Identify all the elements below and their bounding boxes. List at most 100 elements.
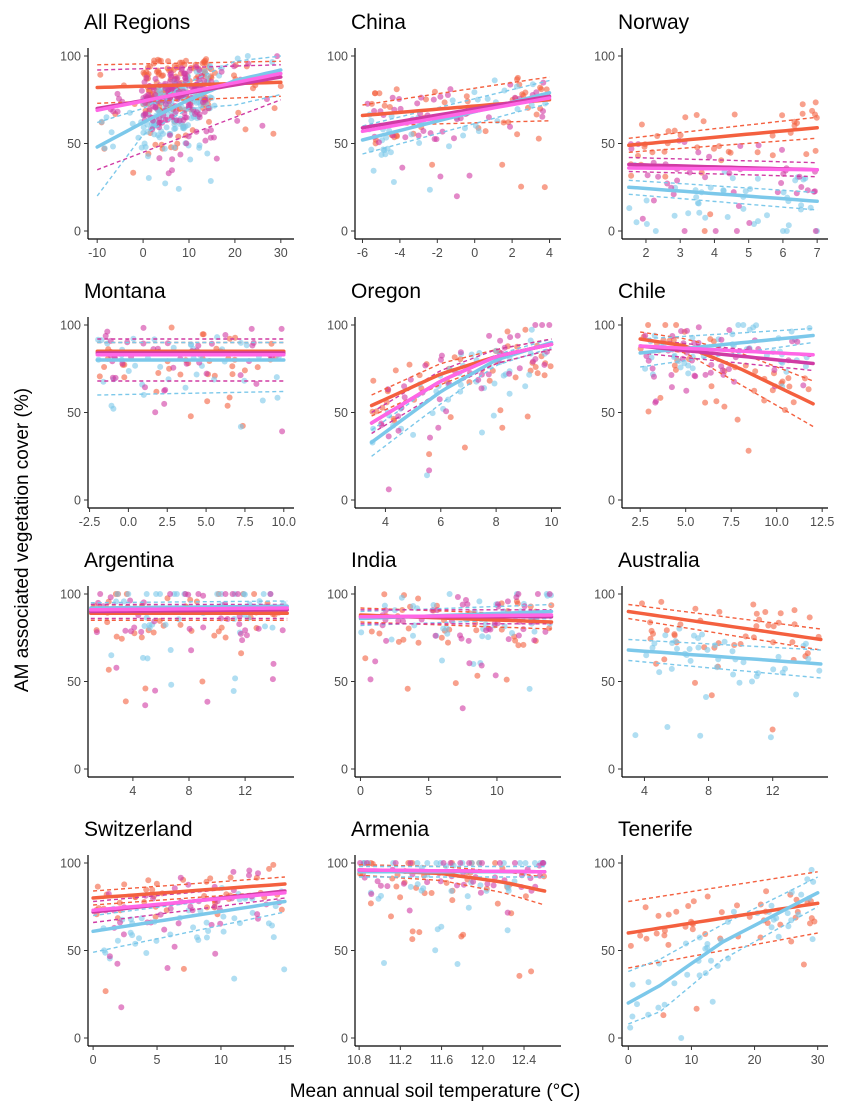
data-point: [414, 860, 421, 866]
data-point: [522, 893, 529, 900]
data-point: [364, 100, 371, 107]
data-point: [457, 860, 464, 866]
data-point: [237, 372, 244, 379]
ci-red-lower: [628, 617, 821, 651]
data-point: [167, 78, 173, 85]
trend-line-pink: [91, 891, 287, 913]
data-point: [218, 68, 225, 75]
data-point: [665, 911, 672, 918]
data-point: [712, 642, 719, 649]
data-point: [487, 626, 494, 633]
x-tick-label: 5: [425, 784, 432, 798]
data-point: [664, 724, 671, 730]
data-point: [143, 74, 150, 81]
data-point: [267, 591, 274, 597]
data-point: [100, 378, 107, 385]
data-point: [806, 614, 813, 621]
data-point: [167, 647, 174, 653]
data-point: [212, 950, 219, 957]
data-point: [230, 868, 237, 875]
data-point: [170, 364, 177, 371]
data-point: [254, 364, 261, 371]
data-point: [477, 889, 484, 896]
data-point: [643, 652, 650, 659]
data-point: [362, 655, 369, 662]
data-point: [779, 112, 786, 119]
data-point: [474, 672, 481, 679]
trend-line-magenta: [360, 94, 552, 130]
data-point: [141, 79, 148, 86]
data-point: [749, 678, 755, 685]
panel-title: Norway: [618, 11, 690, 34]
data-point: [802, 640, 809, 647]
data-point: [273, 374, 280, 381]
x-tick-label: 10: [545, 515, 559, 529]
data-point: [400, 880, 407, 887]
ci-magenta-lower: [93, 897, 285, 924]
data-point: [755, 218, 761, 225]
data-point: [514, 600, 521, 607]
data-point: [461, 444, 468, 451]
data-point: [628, 145, 635, 152]
data-point: [786, 383, 793, 390]
data-point: [627, 1024, 634, 1031]
data-point: [120, 598, 127, 605]
data-point: [269, 624, 276, 631]
x-tick-label: -2.5: [79, 515, 101, 529]
data-point: [512, 374, 519, 381]
data-point: [459, 705, 466, 712]
data-point: [650, 630, 656, 637]
data-point: [707, 211, 714, 218]
data-point: [407, 376, 414, 383]
data-point: [375, 895, 382, 902]
x-tick-label: 11.2: [389, 1053, 412, 1067]
data-point: [441, 99, 448, 106]
data-point: [105, 666, 112, 673]
data-point: [799, 101, 806, 108]
data-point: [119, 360, 126, 367]
panel-tenerife: Tenerife 0 50 100 0 10 20 30: [594, 818, 828, 1067]
y-tick-label: 50: [601, 944, 615, 958]
data-point: [416, 929, 423, 936]
data-point: [445, 639, 451, 646]
data-point: [696, 209, 703, 216]
data-point: [479, 633, 486, 640]
data-point: [101, 145, 108, 152]
panel-norway: Norway 0 50 100 2 3 4 5 6 7: [594, 11, 828, 260]
data-point: [494, 620, 501, 627]
data-point: [234, 591, 241, 597]
data-point: [689, 365, 696, 372]
trend-line-pink: [358, 613, 554, 619]
trend-line-pink: [89, 606, 289, 612]
data-point: [368, 891, 375, 897]
data-point: [255, 870, 261, 877]
scatter-points: [93, 861, 288, 1011]
data-point: [426, 451, 433, 458]
data-point: [507, 123, 513, 130]
data-point: [718, 336, 725, 343]
data-point: [726, 170, 733, 177]
y-tick-label: 50: [67, 406, 81, 420]
scatter-points: [364, 74, 550, 200]
data-point: [661, 656, 668, 663]
x-tick-label: -4: [394, 246, 405, 260]
trend-line-pink: [627, 166, 819, 172]
data-point: [143, 886, 150, 893]
data-point: [426, 467, 433, 474]
data-point: [248, 325, 255, 332]
data-point: [420, 128, 427, 134]
data-point: [390, 179, 397, 185]
data-point: [145, 153, 151, 160]
data-point: [492, 860, 499, 866]
data-point: [96, 373, 103, 380]
x-tick-label: 5.0: [197, 515, 214, 529]
data-point: [539, 113, 546, 120]
data-point: [626, 205, 633, 212]
data-point: [249, 909, 256, 916]
data-point: [504, 927, 511, 934]
x-tick-label: 12.0: [471, 1053, 495, 1067]
data-point: [484, 880, 491, 887]
data-point: [673, 322, 680, 328]
data-point: [368, 117, 375, 124]
data-point: [188, 115, 195, 122]
